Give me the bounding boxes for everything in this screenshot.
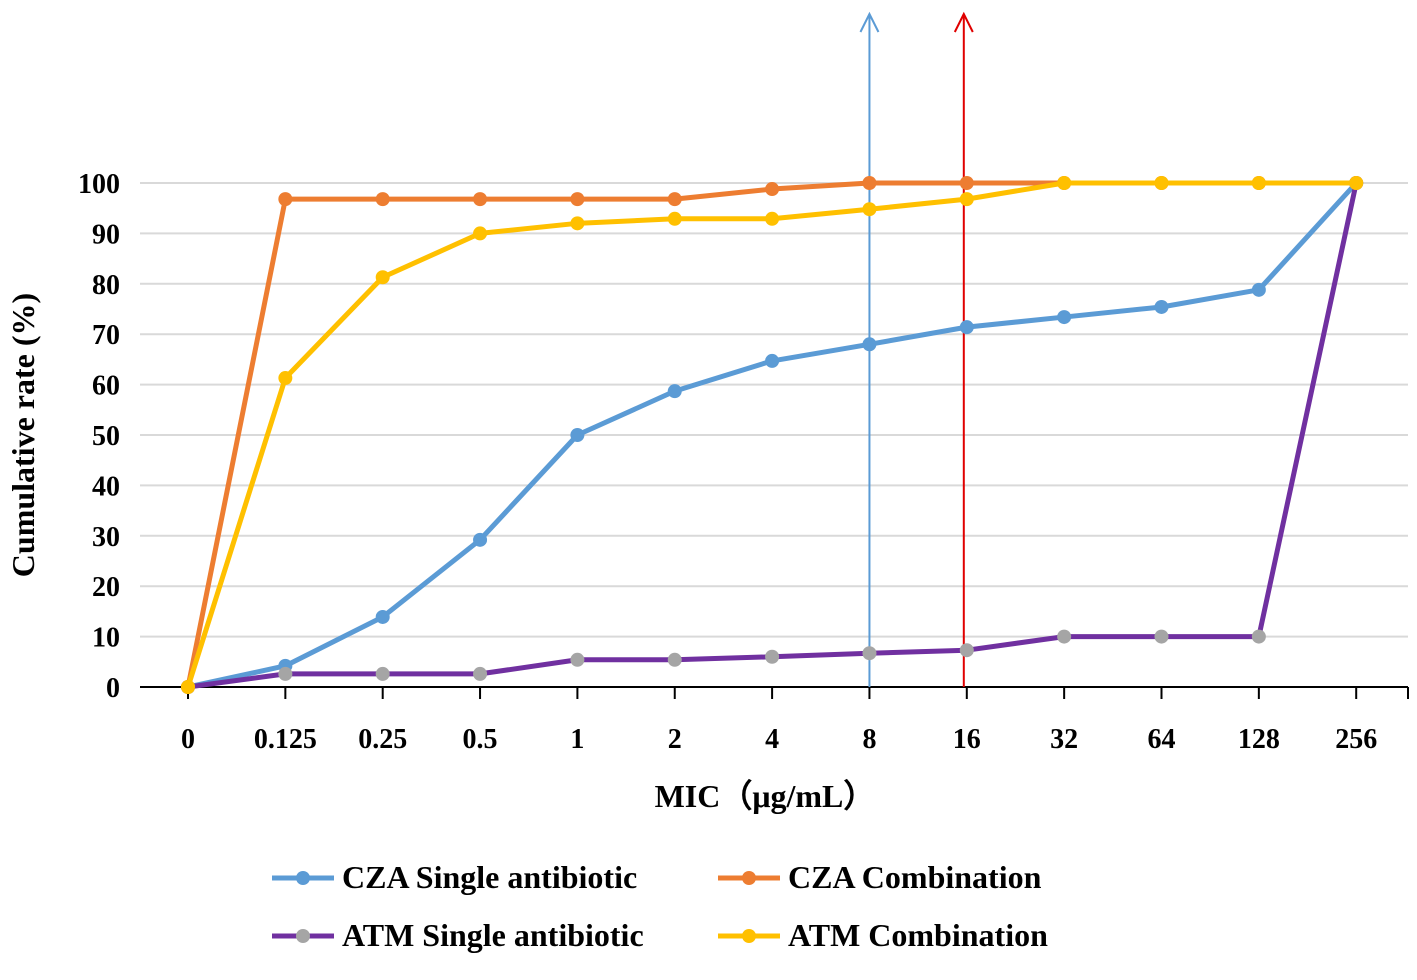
arrow-head-icon bbox=[953, 11, 974, 33]
data-point bbox=[862, 337, 877, 352]
legend: CZA Single antibiotic CZA Combination ATM … bbox=[272, 859, 1048, 953]
y-tick-label: 0 bbox=[106, 673, 120, 704]
data-point bbox=[1057, 629, 1072, 644]
x-tick-label: 0.125 bbox=[254, 724, 317, 755]
data-point bbox=[570, 216, 585, 231]
y-tick-label: 70 bbox=[92, 320, 120, 351]
y-tick-label: 50 bbox=[92, 421, 120, 452]
data-point bbox=[473, 666, 488, 681]
data-point bbox=[375, 270, 390, 285]
data-point bbox=[375, 609, 390, 624]
data-point bbox=[1154, 176, 1169, 190]
data-point bbox=[862, 646, 877, 661]
x-tick-label: 4 bbox=[765, 724, 779, 755]
data-point bbox=[667, 211, 682, 226]
gridlines bbox=[140, 182, 1408, 638]
x-tick-label: 1 bbox=[570, 724, 584, 755]
x-tick-label: 0.25 bbox=[358, 724, 407, 755]
legend-item: ATM Combination bbox=[718, 917, 1048, 953]
x-tick-label: 16 bbox=[953, 724, 981, 755]
data-point bbox=[570, 192, 585, 207]
legend-marker bbox=[296, 929, 310, 943]
data-point bbox=[1251, 629, 1266, 644]
data-point bbox=[667, 384, 682, 399]
data-point bbox=[765, 211, 780, 226]
x-tick-label: 256 bbox=[1335, 724, 1377, 755]
data-point bbox=[1251, 176, 1266, 190]
data-point bbox=[1154, 629, 1169, 644]
data-point bbox=[473, 532, 488, 547]
x-tick-label: 8 bbox=[862, 724, 876, 755]
x-tick-label: 128 bbox=[1238, 724, 1280, 755]
y-tick-label: 20 bbox=[92, 572, 120, 603]
y-axis-label: Cumulative rate (%) bbox=[5, 293, 41, 577]
data-point bbox=[959, 320, 974, 335]
y-tick-label: 80 bbox=[92, 270, 120, 301]
legend-marker bbox=[296, 871, 310, 885]
legend-marker bbox=[742, 871, 756, 885]
data-point bbox=[278, 192, 293, 207]
x-tick-label: 0 bbox=[181, 724, 195, 755]
arrow-head-icon bbox=[859, 11, 880, 33]
data-point bbox=[862, 176, 877, 190]
data-point bbox=[473, 226, 488, 241]
legend-label: ATM Combination bbox=[788, 917, 1048, 953]
data-point bbox=[959, 643, 974, 658]
axes: 0 10 20 30 40 50 60 70 80 90 100 0 0.125 0.25 0.5 1 2 4 8 1… bbox=[78, 169, 1409, 755]
data-point bbox=[570, 428, 585, 442]
x-tick-label: 0.5 bbox=[463, 724, 498, 755]
data-point bbox=[959, 176, 974, 190]
data-point bbox=[181, 680, 195, 694]
legend-label: CZA Single antibiotic bbox=[342, 859, 637, 895]
data-point bbox=[959, 192, 974, 207]
legend-label: ATM Single antibiotic bbox=[342, 917, 644, 953]
y-tick-label: 30 bbox=[92, 522, 120, 553]
y-tick-label: 100 bbox=[78, 169, 120, 200]
data-point bbox=[765, 649, 780, 664]
y-tick-label: 10 bbox=[92, 623, 120, 654]
data-point bbox=[278, 666, 293, 681]
data-point bbox=[1057, 176, 1072, 190]
data-point bbox=[862, 202, 877, 217]
legend-item: CZA Combination bbox=[718, 859, 1042, 895]
x-tick-label: 64 bbox=[1148, 724, 1176, 755]
x-axis-label: MIC（μg/mL） bbox=[655, 778, 876, 814]
data-point bbox=[473, 192, 488, 207]
data-point bbox=[1349, 176, 1364, 190]
legend-item: ATM Single antibiotic bbox=[272, 917, 644, 953]
x-tick-label: 2 bbox=[668, 724, 682, 755]
data-point bbox=[1057, 310, 1072, 325]
y-tick-label: 90 bbox=[92, 219, 120, 250]
x-tick-label: 32 bbox=[1050, 724, 1078, 755]
y-tick-label: 60 bbox=[92, 371, 120, 402]
legend-marker bbox=[742, 929, 756, 943]
data-point bbox=[278, 371, 293, 386]
legend-item: CZA Single antibiotic bbox=[272, 859, 637, 895]
data-point bbox=[375, 666, 390, 681]
y-tick-label: 40 bbox=[92, 471, 120, 502]
data-point bbox=[570, 652, 585, 667]
legend-label: CZA Combination bbox=[788, 859, 1042, 895]
series-group bbox=[181, 176, 1364, 694]
data-point bbox=[375, 192, 390, 207]
data-point bbox=[667, 652, 682, 667]
data-point bbox=[667, 192, 682, 207]
data-point bbox=[1251, 282, 1266, 297]
series-atm-combination bbox=[181, 176, 1364, 694]
data-point bbox=[1154, 299, 1169, 314]
data-point bbox=[765, 353, 780, 368]
data-point bbox=[765, 182, 780, 197]
